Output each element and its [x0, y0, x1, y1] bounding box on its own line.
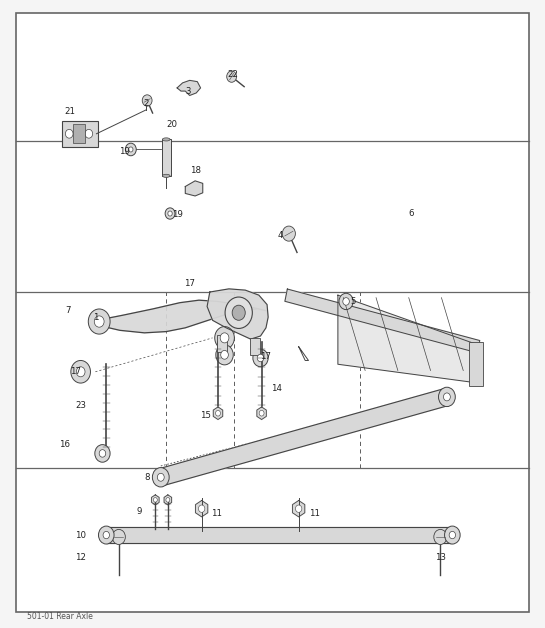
FancyBboxPatch shape	[250, 338, 260, 355]
Text: 13: 13	[435, 553, 446, 562]
Polygon shape	[164, 495, 172, 505]
Polygon shape	[257, 407, 267, 420]
Circle shape	[103, 531, 110, 539]
Circle shape	[253, 349, 268, 367]
Circle shape	[112, 529, 125, 544]
Circle shape	[257, 354, 264, 362]
Ellipse shape	[162, 138, 170, 141]
Text: 7: 7	[65, 306, 71, 315]
Polygon shape	[152, 495, 159, 505]
Polygon shape	[285, 289, 480, 353]
Text: 4: 4	[278, 231, 283, 240]
Circle shape	[125, 143, 136, 156]
Polygon shape	[159, 388, 449, 486]
Ellipse shape	[99, 526, 114, 544]
Text: 20: 20	[166, 120, 177, 129]
Circle shape	[216, 345, 233, 365]
Circle shape	[129, 147, 133, 152]
Circle shape	[444, 393, 450, 401]
Ellipse shape	[153, 468, 169, 487]
Polygon shape	[338, 295, 480, 383]
Text: 10: 10	[75, 531, 86, 539]
Circle shape	[259, 411, 264, 416]
Text: 11: 11	[211, 509, 222, 518]
Polygon shape	[207, 289, 268, 339]
Text: 5: 5	[350, 297, 356, 306]
Circle shape	[343, 298, 349, 305]
Text: 3: 3	[185, 87, 191, 95]
Circle shape	[232, 305, 245, 320]
Circle shape	[65, 129, 73, 138]
Circle shape	[94, 316, 104, 327]
Circle shape	[198, 505, 205, 512]
Text: 16: 16	[59, 440, 70, 449]
Text: 18: 18	[190, 166, 201, 175]
Ellipse shape	[445, 526, 460, 544]
Text: 8: 8	[144, 473, 150, 482]
Text: 2: 2	[143, 99, 149, 108]
Circle shape	[76, 367, 85, 377]
Circle shape	[95, 445, 110, 462]
Circle shape	[85, 129, 93, 138]
Circle shape	[153, 497, 158, 502]
FancyBboxPatch shape	[62, 121, 98, 147]
Circle shape	[71, 360, 90, 383]
Circle shape	[227, 71, 237, 82]
Text: 1: 1	[93, 313, 98, 322]
Ellipse shape	[439, 387, 455, 406]
Circle shape	[168, 211, 172, 216]
Circle shape	[99, 450, 106, 457]
Text: 6: 6	[409, 209, 414, 218]
Text: 17: 17	[70, 367, 81, 376]
Circle shape	[158, 474, 164, 481]
Text: 15: 15	[201, 411, 211, 420]
Polygon shape	[177, 80, 201, 95]
Circle shape	[166, 497, 170, 502]
Circle shape	[215, 327, 234, 349]
Text: 12: 12	[75, 553, 86, 562]
Text: 11: 11	[310, 509, 320, 518]
Text: 19: 19	[172, 210, 183, 219]
Circle shape	[339, 293, 353, 310]
Polygon shape	[185, 181, 203, 196]
Text: 17: 17	[261, 352, 271, 361]
Text: 19: 19	[119, 148, 130, 156]
Polygon shape	[104, 300, 267, 333]
Ellipse shape	[162, 175, 170, 177]
Polygon shape	[213, 407, 223, 420]
Text: 501-01 Rear Axle: 501-01 Rear Axle	[27, 612, 93, 621]
Circle shape	[88, 309, 110, 334]
Polygon shape	[106, 527, 452, 543]
Circle shape	[282, 226, 295, 241]
FancyBboxPatch shape	[73, 124, 85, 143]
Polygon shape	[299, 347, 308, 360]
Text: 21: 21	[64, 107, 75, 116]
Circle shape	[225, 297, 252, 328]
Circle shape	[295, 505, 302, 512]
Text: 9: 9	[136, 507, 142, 516]
FancyBboxPatch shape	[217, 335, 227, 352]
Circle shape	[221, 350, 228, 359]
Circle shape	[449, 531, 456, 539]
Circle shape	[165, 208, 175, 219]
Polygon shape	[293, 501, 305, 517]
FancyBboxPatch shape	[16, 13, 529, 612]
FancyBboxPatch shape	[469, 342, 483, 386]
Circle shape	[220, 333, 229, 343]
Text: 23: 23	[75, 401, 86, 409]
Polygon shape	[196, 501, 208, 517]
Text: 22: 22	[228, 70, 239, 78]
Circle shape	[142, 95, 152, 106]
Text: 14: 14	[271, 384, 282, 392]
Circle shape	[434, 529, 447, 544]
Text: 17: 17	[184, 279, 195, 288]
Circle shape	[216, 411, 220, 416]
FancyBboxPatch shape	[162, 139, 171, 176]
